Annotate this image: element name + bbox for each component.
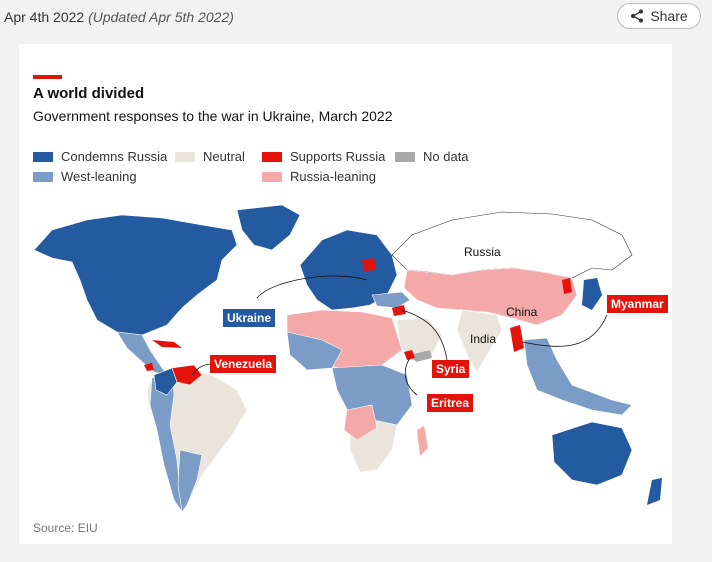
chart-title: A world divided: [33, 85, 145, 102]
callout-line-syria: [401, 309, 448, 361]
publish-date: Apr 4th 2022: [4, 9, 85, 25]
region-nicaragua: [144, 363, 154, 371]
legend-label-nodata: No data: [423, 149, 469, 164]
region-argentina: [177, 449, 203, 513]
share-button[interactable]: Share: [617, 3, 701, 29]
callout-line-ukraine: [256, 275, 368, 299]
region-australia: [551, 421, 633, 486]
legend-label-west-leaning: West-leaning: [61, 169, 137, 184]
region-north-america: [33, 214, 238, 336]
legend-item-nodata: No data: [395, 149, 469, 164]
legend-swatch-supports: [262, 151, 282, 162]
legend-label-supports: Supports Russia: [290, 149, 386, 164]
legend-swatch-condemns: [33, 151, 53, 162]
legend-item-condemns: Condemns Russia: [33, 149, 167, 164]
legend-item-west-leaning: West-leaning: [33, 169, 137, 184]
legend-swatch-neutral: [175, 151, 195, 162]
label-china: China: [506, 305, 538, 319]
region-belarus: [362, 258, 376, 271]
label-venezuela: Venezuela: [210, 355, 277, 373]
region-new-zealand: [647, 478, 662, 505]
region-africa-rl-south: [343, 404, 378, 441]
label-india: India: [470, 332, 497, 346]
region-myanmar: [510, 325, 524, 352]
region-southeast-asia: [523, 337, 633, 416]
label-myanmar: Myanmar: [607, 295, 668, 313]
region-venezuela: [171, 364, 203, 386]
region-eritrea: [404, 350, 415, 360]
label-russia: Russia: [464, 245, 501, 259]
share-label: Share: [650, 8, 688, 24]
region-greenland: [236, 204, 301, 251]
region-cuba: [152, 340, 182, 348]
region-asia-russia-leaning: [403, 267, 578, 326]
legend-label-russia-leaning: Russia-leaning: [290, 169, 376, 184]
callout-line-eritrea: [404, 357, 418, 396]
label-ukraine: Ukraine: [223, 309, 276, 327]
chart-subtitle: Government responses to the war in Ukrai…: [33, 108, 393, 124]
region-japan: [582, 278, 602, 310]
label-syria: Syria: [432, 360, 470, 378]
world-map: [33, 204, 662, 513]
region-colombia: [153, 367, 178, 396]
legend-swatch-west-leaning: [33, 171, 53, 182]
dateline: Apr 4th 2022 (Updated Apr 5th 2022): [4, 9, 234, 25]
legend-swatch-russia-leaning: [262, 171, 282, 182]
legend-item-supports: Supports Russia: [262, 149, 385, 164]
region-turkey: [371, 291, 411, 309]
label-eritrea: Eritrea: [427, 394, 474, 412]
title-accent-bar: [33, 75, 62, 79]
share-icon: [631, 9, 644, 23]
region-syria: [392, 305, 406, 316]
region-yemen: [410, 350, 432, 362]
region-central-america: [116, 331, 168, 376]
region-india: [456, 309, 503, 373]
region-north-korea: [562, 278, 572, 294]
source-note: Source: EIU: [33, 521, 98, 535]
legend-item-russia-leaning: Russia-leaning: [262, 169, 376, 184]
legend-swatch-nodata: [395, 151, 415, 162]
region-madagascar: [417, 426, 428, 456]
callout-line-myanmar: [521, 314, 608, 347]
updated-date: (Updated Apr 5th 2022): [88, 9, 234, 25]
legend-label-condemns: Condemns Russia: [61, 149, 168, 164]
legend-item-neutral: Neutral: [175, 149, 245, 164]
legend-label-neutral: Neutral: [203, 149, 245, 164]
